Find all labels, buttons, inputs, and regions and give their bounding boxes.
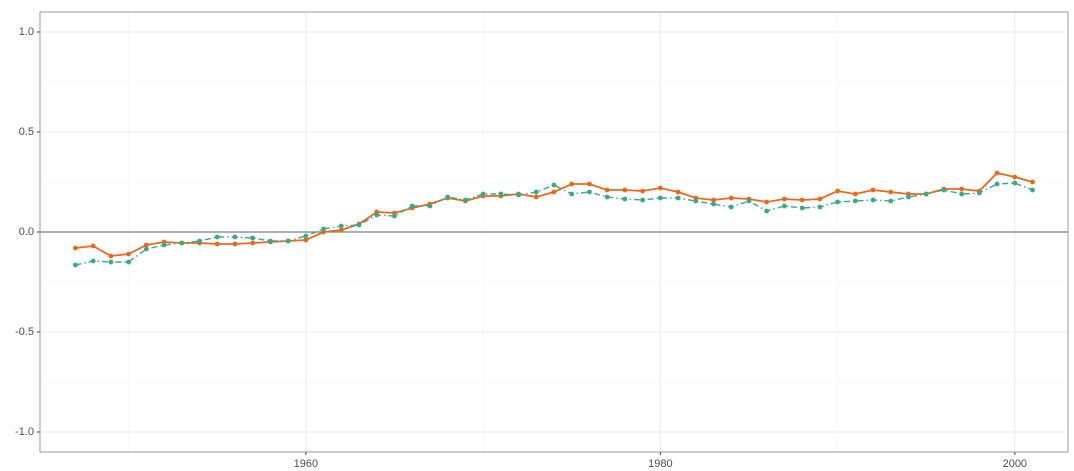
data-point	[835, 199, 840, 205]
data-point	[1030, 187, 1035, 193]
data-point	[321, 226, 326, 232]
data-point	[214, 234, 220, 240]
data-point	[746, 198, 752, 204]
data-point	[640, 197, 646, 203]
data-point	[852, 198, 858, 204]
data-point	[959, 191, 965, 197]
data-point	[268, 238, 273, 244]
data-point	[533, 189, 539, 195]
data-point	[338, 227, 344, 233]
data-point	[232, 241, 238, 247]
data-point	[108, 259, 114, 265]
data-point	[1012, 174, 1018, 180]
data-point	[817, 196, 823, 202]
data-point	[587, 189, 592, 195]
data-point	[923, 191, 929, 197]
data-point	[250, 240, 256, 246]
data-point	[409, 203, 415, 209]
series-line	[75, 182, 1033, 266]
data-point	[852, 191, 858, 197]
x-tick-label: 2000	[1003, 458, 1027, 470]
data-point	[197, 238, 202, 244]
data-point	[711, 197, 716, 203]
data-point	[888, 198, 894, 204]
data-point	[888, 189, 894, 195]
data-point	[108, 253, 114, 259]
data-point	[994, 170, 1000, 176]
data-point	[711, 201, 716, 207]
data-point	[835, 188, 840, 194]
data-point	[782, 196, 787, 202]
data-point	[73, 262, 78, 268]
y-tick-label: 1.0	[19, 26, 34, 38]
data-point	[764, 199, 770, 205]
data-point	[870, 187, 876, 193]
data-point	[303, 233, 309, 239]
data-point	[764, 208, 770, 214]
data-point	[1012, 180, 1018, 186]
data-point	[604, 194, 610, 200]
data-point	[994, 181, 1000, 187]
data-point	[285, 238, 291, 244]
data-point	[941, 187, 947, 193]
y-tick-label: 0.5	[19, 126, 34, 138]
data-point	[143, 246, 149, 252]
data-point	[569, 191, 575, 197]
data-point	[126, 251, 132, 257]
x-tick-label: 1980	[648, 458, 672, 470]
data-point	[675, 189, 681, 195]
data-point	[498, 191, 504, 197]
data-point	[179, 240, 185, 246]
data-point	[516, 192, 521, 198]
data-point	[90, 258, 96, 264]
data-point	[569, 181, 575, 187]
data-point	[303, 237, 309, 243]
data-point	[374, 212, 380, 218]
y-tick-label: 0.0	[19, 226, 34, 238]
data-point	[445, 194, 451, 200]
data-point	[551, 182, 557, 188]
data-point	[906, 194, 911, 200]
data-point	[1030, 179, 1035, 185]
data-point	[604, 187, 610, 193]
data-point	[161, 242, 167, 248]
data-point	[73, 245, 78, 251]
data-point	[143, 242, 149, 248]
data-point	[870, 197, 876, 203]
data-point	[976, 190, 982, 196]
data-point	[675, 195, 681, 201]
data-point	[462, 197, 468, 203]
data-point	[622, 187, 628, 193]
data-point	[427, 203, 433, 209]
data-point	[551, 189, 557, 195]
data-point	[587, 181, 592, 187]
data-point	[728, 204, 734, 210]
data-point	[959, 186, 965, 192]
data-point	[232, 234, 238, 240]
data-point	[799, 197, 805, 203]
data-point	[356, 222, 362, 228]
data-point	[817, 204, 823, 210]
data-point	[392, 213, 397, 219]
data-point	[657, 195, 663, 201]
data-point	[782, 203, 787, 209]
y-tick-label: -0.5	[15, 326, 34, 338]
data-point	[214, 241, 220, 247]
x-tick-label: 1960	[294, 458, 318, 470]
data-point	[622, 196, 628, 202]
data-point	[338, 223, 344, 229]
data-point	[693, 198, 699, 204]
data-point	[728, 195, 734, 201]
data-point	[250, 235, 256, 241]
data-point	[799, 205, 805, 211]
y-tick-label: -1.0	[15, 426, 34, 438]
data-point	[90, 243, 96, 249]
data-point	[126, 259, 132, 265]
data-point	[657, 185, 663, 191]
data-point	[480, 191, 486, 197]
data-point	[640, 188, 646, 194]
data-point	[533, 194, 539, 200]
